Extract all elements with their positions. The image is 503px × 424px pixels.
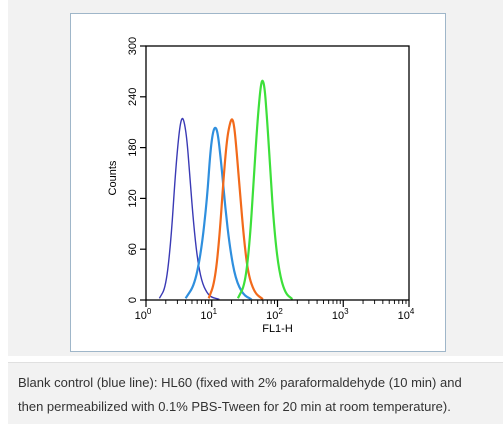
series-line-3	[207, 118, 264, 301]
figure-card: 0 60 120 180 240 300 100 101 102 103 104 FL1-H Count…	[8, 0, 503, 424]
x-tick-exponent-2: 2	[278, 307, 283, 316]
series-line-4	[236, 79, 294, 301]
y-tick-label-5: 300	[127, 37, 139, 55]
y-axis-title: Counts	[107, 160, 119, 195]
caption-line-2: then permeabilized with 0.1% PBS-Tween f…	[18, 399, 451, 414]
x-axis-title: FL1-H	[262, 323, 293, 335]
caption: Blank control (blue line): HL60 (fixed w…	[8, 362, 503, 424]
y-tick-label-3: 180	[127, 138, 139, 156]
x-tick-exponent-4: 4	[410, 307, 415, 316]
x-tick-label-3: 103	[332, 307, 349, 322]
figure-area: 0 60 120 180 240 300 100 101 102 103 104 FL1-H Count…	[8, 0, 503, 356]
x-tick-exponent-1: 1	[213, 307, 218, 316]
y-tick-label-2: 120	[127, 189, 139, 207]
x-tick-exponent-3: 3	[344, 307, 349, 316]
chart-frame: 0 60 120 180 240 300 100 101 102 103 104 FL1-H Count…	[70, 13, 446, 352]
x-tick-label-4: 104	[398, 307, 415, 322]
series-line-1	[158, 117, 220, 300]
x-tick-exponent-0: 0	[147, 307, 152, 316]
series-line-2	[184, 126, 253, 301]
y-tick-label-1: 60	[127, 243, 139, 255]
caption-line-1: Blank control (blue line): HL60 (fixed w…	[18, 375, 462, 390]
y-tick-label-0: 0	[127, 297, 139, 303]
x-tick-label-2: 102	[266, 307, 283, 322]
x-tick-label-0: 100	[135, 307, 152, 322]
y-tick-label-4: 240	[127, 88, 139, 106]
x-tick-label-1: 101	[200, 307, 217, 322]
